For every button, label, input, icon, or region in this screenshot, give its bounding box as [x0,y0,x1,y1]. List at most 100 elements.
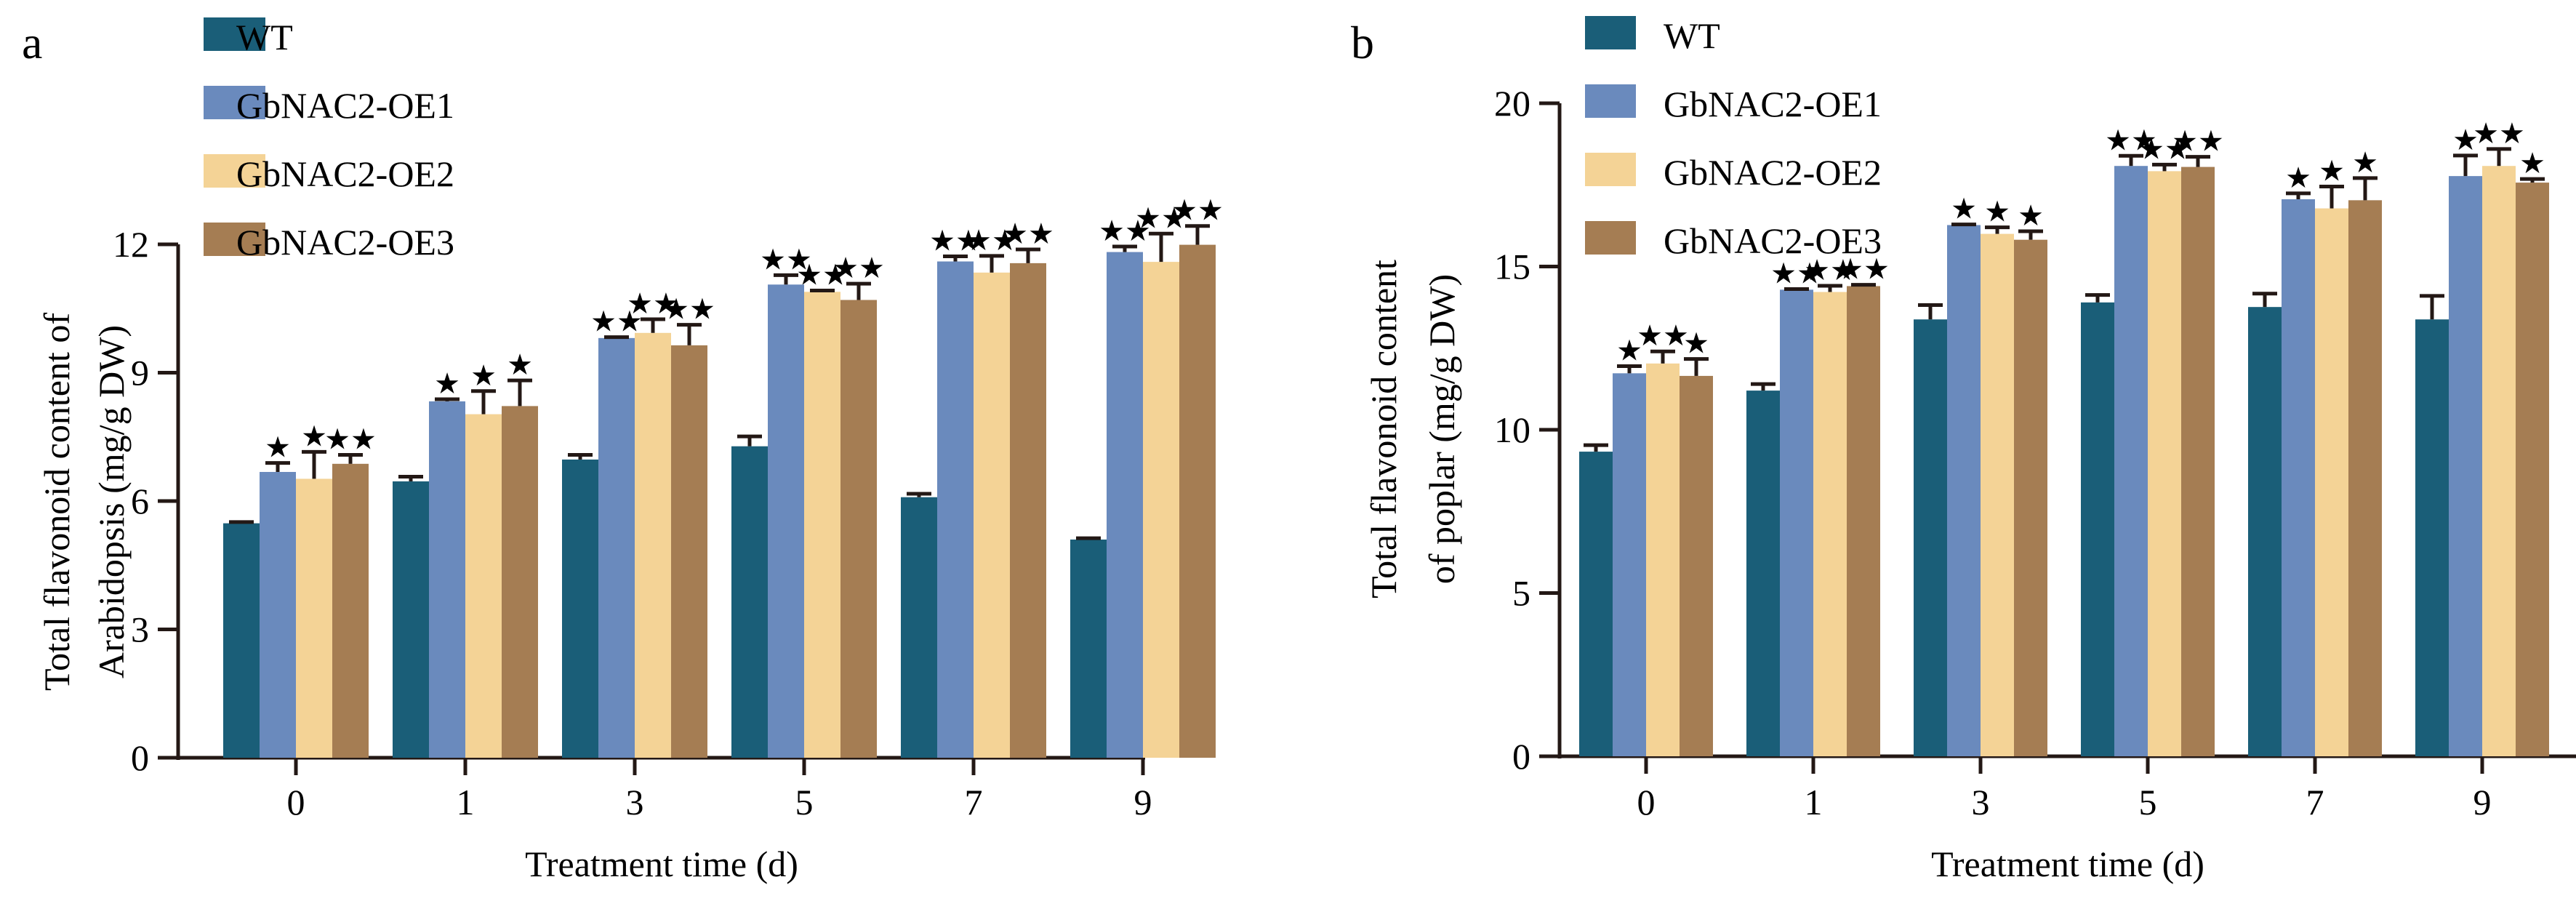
x-tick-label: 7 [965,782,983,822]
bar-gbnac2-oe3-1 [502,406,538,758]
significance-mark: ★ [2285,161,2311,195]
x-tick-label: 0 [287,782,305,822]
bar-wt-5 [731,446,768,758]
significance-mark: ★★ [627,287,679,321]
bar-gbnac2-oe3-7 [2348,200,2382,756]
bar-gbnac2-oe2-7 [2315,208,2348,756]
legend-swatch-gbnac2-oe1 [1585,84,1636,118]
significance-mark: ★★ [1002,217,1054,251]
bar-wt-9 [1070,539,1107,758]
chart-panel-b: b WTGbNAC2-OE1GbNAC2-OE2GbNAC2-OE30510152… [1351,15,2576,884]
significance-mark: ★ [2519,147,2545,180]
bar-gbnac2-oe1-3 [1947,225,1981,756]
bar-gbnac2-oe2-9 [1143,262,1179,758]
panel-label: b [1351,17,1374,68]
chart-panel-a: a WT GbNAC2-OE1 GbNAC2-OE2 GbNAC2-OE3 0 3 6 9 12 T… [22,17,1224,884]
bar-gbnac2-oe3-0 [1680,375,1713,756]
significance-mark: ★★ [832,252,885,285]
significance-mark: ★★ [1770,257,1823,290]
bar-gbnac2-oe3-7 [1010,263,1046,758]
legend-swatch-wt [1585,16,1636,49]
significance-mark: ★ [2452,124,2479,157]
bar-gbnac2-oe3-0 [332,463,369,758]
y-axis-title-line-2: Arabidopsis (mg/g DW) [91,325,132,678]
bar-gbnac2-oe1-0 [1613,373,1646,756]
x-tick-label: 0 [1637,782,1656,822]
legend-label-gbnac2-oe1: GbNAC2-OE1 [236,85,454,126]
y-axis-title-line-1: Total flavonoid content [1363,260,1404,598]
legend-label-wt: WT [1664,15,1720,56]
legend-label-wt: WT [236,17,293,57]
significance-mark: ★★ [2473,117,2525,151]
y-axis-title-line-2: of poplar (mg/g DW) [1421,274,1462,584]
legend-label-gbnac2-oe3: GbNAC2-OE3 [236,222,454,263]
significance-mark: ★★ [966,224,1018,257]
bar-gbnac2-oe1-3 [598,337,635,758]
y-tick-label: 3 [131,609,149,650]
x-axis-title: Treatment time (d) [1931,844,2204,884]
bar-gbnac2-oe3-1 [1847,286,1880,756]
significance-mark: ★★ [590,305,643,339]
bar-gbnac2-oe1-0 [260,471,296,758]
legend-label-gbnac2-oe2: GbNAC2-OE2 [1664,152,1882,193]
y-tick-label: 9 [131,353,149,393]
bar-wt-5 [2081,302,2114,756]
bar-gbnac2-oe3-5 [2181,167,2215,756]
x-tick-label: 1 [457,782,475,822]
significance-mark: ★★ [2138,132,2191,166]
legend-swatch-gbnac2-oe2 [204,154,265,188]
bar-gbnac2-oe1-5 [2114,166,2148,756]
bar-gbnac2-oe3-5 [840,300,877,758]
significance-mark: ★ [1951,193,1977,226]
bar-gbnac2-oe2-1 [1813,292,1847,757]
significance-mark: ★ [1984,196,2010,229]
x-tick-label: 7 [2306,782,2324,822]
significance-mark: ★ [1616,334,1642,367]
bar-gbnac2-oe1-1 [429,401,465,758]
significance-mark: ★★ [1804,254,1856,287]
bar-gbnac2-oe2-5 [804,292,840,758]
bar-gbnac2-oe3-3 [671,345,707,758]
legend-label-gbnac2-oe1: GbNAC2-OE1 [1664,84,1882,124]
bar-wt-3 [562,459,598,758]
bar-gbnac2-oe3-3 [2014,239,2047,756]
x-axis-title: Treatment time (d) [525,844,798,884]
y-tick-label: 15 [1494,247,1530,287]
bar-gbnac2-oe1-9 [1107,252,1143,758]
y-axis-title-line-1: Total flavonoid content of [36,313,77,691]
y-tick-label: 0 [131,737,149,778]
bar-gbnac2-oe2-1 [465,414,502,758]
significance-mark: ★★ [2105,124,2157,157]
bar-gbnac2-oe1-7 [937,261,974,758]
bar-gbnac2-oe3-9 [1179,244,1216,758]
significance-mark: ★★ [1135,201,1187,235]
significance-mark: ★ [1683,327,1709,361]
significance-mark: ★★ [1171,194,1224,228]
legend-swatch-gbnac2-oe2 [1585,153,1636,186]
significance-mark: ★ [301,420,327,453]
significance-mark: ★ [470,359,497,393]
bar-wt-7 [901,497,937,758]
bar-gbnac2-oe3-9 [2516,183,2549,756]
y-tick-label: 5 [1512,573,1530,614]
legend-swatch-gbnac2-oe3 [1585,221,1636,255]
significance-mark: ★★ [1837,253,1890,287]
bar-wt-1 [393,481,429,758]
bar-gbnac2-oe2-5 [2148,171,2181,757]
bar-wt-0 [1579,452,1613,756]
bar-gbnac2-oe2-7 [974,272,1010,758]
significance-mark: ★★ [324,423,377,456]
bar-gbnac2-oe1-7 [2282,199,2315,757]
significance-mark: ★ [507,348,533,382]
bar-wt-0 [223,523,260,758]
legend-swatch-gbnac2-oe1 [204,86,265,119]
bar-gbnac2-oe2-9 [2482,166,2516,756]
significance-mark: ★ [2352,146,2378,180]
significance-mark: ★ [2319,154,2345,188]
x-tick-label: 1 [1805,782,1823,822]
bar-gbnac2-oe2-3 [635,332,671,758]
bar-wt-9 [2415,319,2449,756]
significance-mark: ★★ [1637,319,1689,353]
x-tick-label: 5 [2139,782,2157,822]
